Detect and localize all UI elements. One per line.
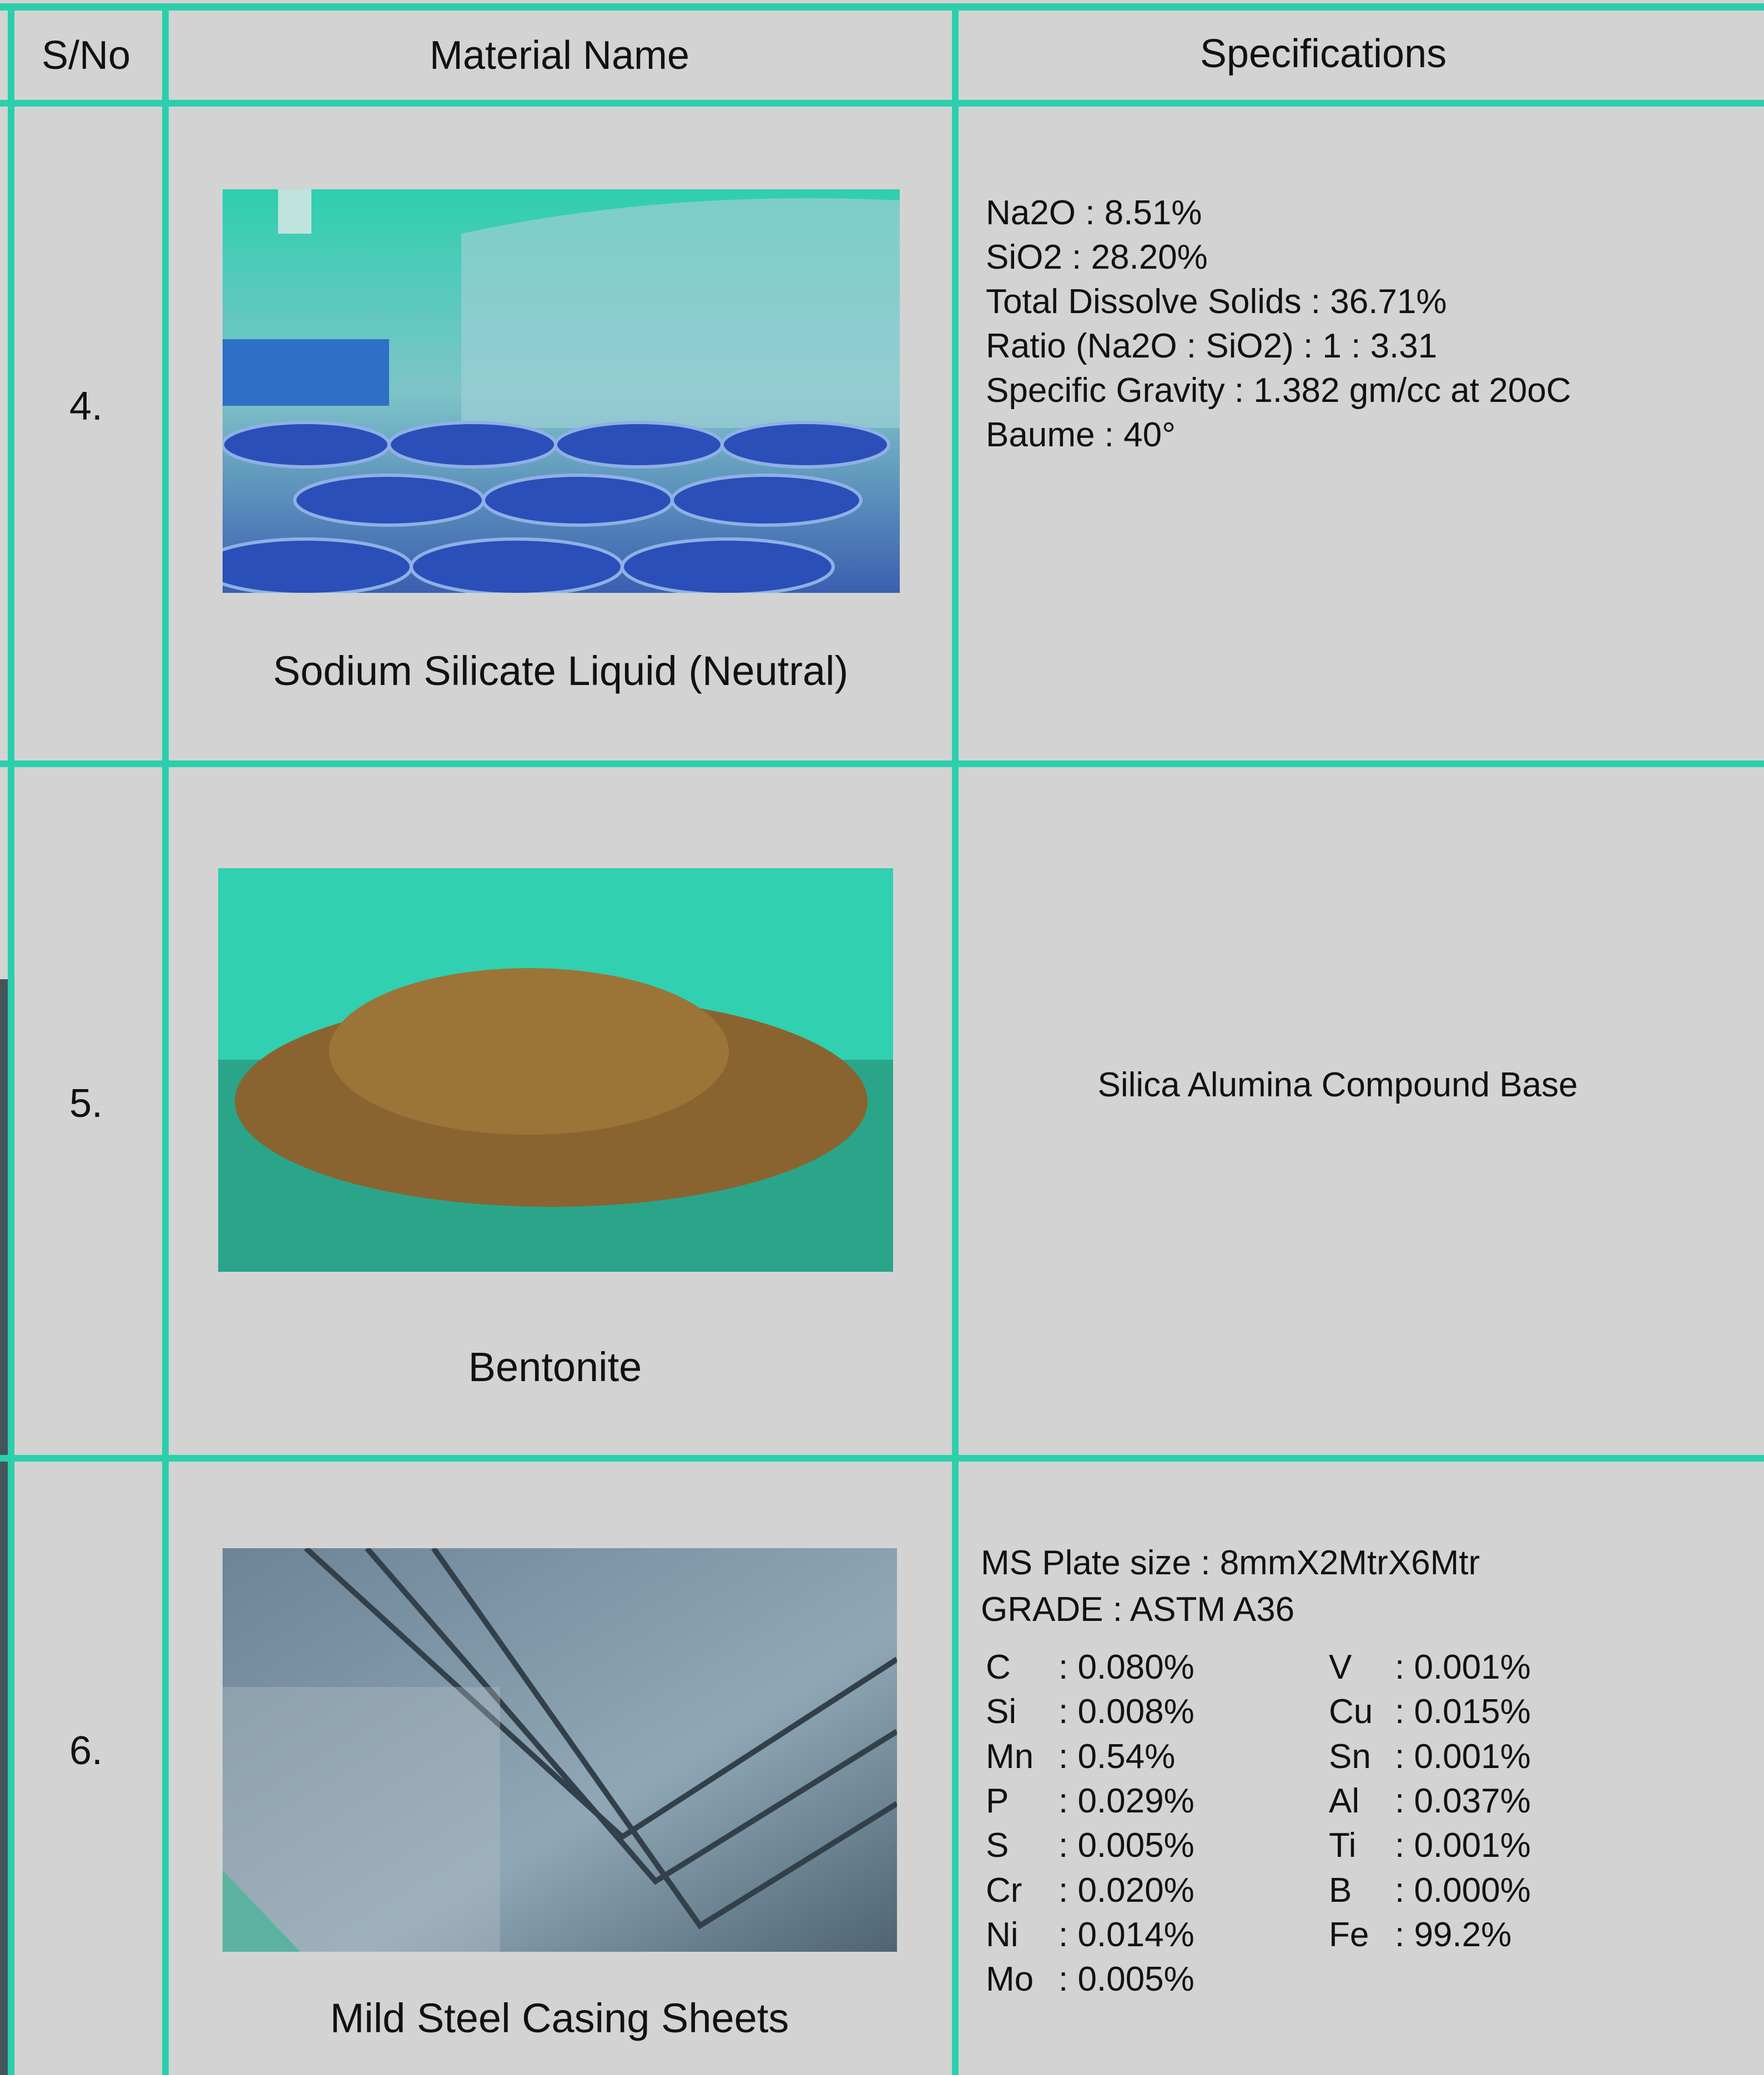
grid-line [8,3,14,2075]
element-name: S [986,1826,1009,1865]
spec-line: MS Plate size : 8mmX2MtrX6Mtr [981,1544,1480,1582]
product-image [223,189,900,593]
element-name: Sn [1329,1737,1371,1776]
element-name: Fe [1329,1915,1369,1954]
element-value: : 0.001% [1395,1737,1531,1776]
element-value: : 99.2% [1395,1915,1512,1954]
element-name: Ti [1329,1826,1357,1865]
spec-line: SiO2 : 28.20% [986,238,1208,276]
grid-line [162,3,169,2075]
element-name: Al [1329,1781,1360,1820]
spec-line: GRADE : ASTM A36 [981,1590,1295,1629]
header-cell: Specifications [1199,32,1447,76]
element-value: : 0.54% [1059,1737,1176,1776]
header-cell: S/No [41,33,131,78]
element-value: : 0.001% [1395,1648,1531,1686]
element-value: : 0.020% [1059,1871,1195,1910]
edge-strip [0,979,9,2075]
serial-number: 5. [69,1081,103,1126]
element-value: : 0.037% [1395,1781,1531,1820]
element-value: : 0.008% [1059,1693,1195,1731]
element-name: Mo [986,1960,1034,1999]
element-name: Mn [986,1737,1034,1776]
header-cell: Material Name [429,33,690,78]
spec-line: Total Dissolve Solids : 36.71% [986,283,1447,321]
element-name: Cr [986,1871,1022,1910]
element-name: P [986,1781,1009,1820]
element-value: : 0.000% [1395,1871,1531,1910]
element-value: : 0.005% [1059,1960,1195,1999]
element-value: : 0.029% [1059,1781,1195,1820]
element-value: : 0.005% [1059,1826,1195,1865]
grid-line [0,100,1764,107]
spec-line: Silica Alumina Compound Base [1097,1066,1578,1104]
serial-number: 6. [69,1729,103,1773]
element-name: Si [986,1693,1017,1731]
element-name: C [986,1648,1011,1686]
material-name: Sodium Silicate Liquid (Neutral) [273,648,849,694]
spec-line: Ratio (Na2O : SiO2) : 1 : 3.31 [986,327,1438,365]
material-name: Bentonite [468,1344,642,1390]
material-name: Mild Steel Casing Sheets [330,1995,789,2041]
element-name: B [1329,1871,1352,1910]
product-image [223,1548,897,1952]
element-value: : 0.014% [1059,1915,1195,1954]
element-name: V [1329,1648,1352,1686]
element-value: : 0.080% [1059,1648,1195,1686]
serial-number: 4. [69,384,103,429]
element-value: : 0.001% [1395,1826,1531,1865]
element-value: : 0.015% [1395,1693,1531,1731]
spec-line: Specific Gravity : 1.382 gm/cc at 20oC [986,371,1571,410]
grid-line [952,3,959,2075]
grid-line [0,761,1764,767]
spec-line: Na2O : 8.51% [986,194,1202,232]
element-name: Cu [1329,1693,1373,1731]
product-image [218,868,893,1272]
grid-line [0,1455,1764,1462]
grid-line [0,3,1764,11]
spec-line: Baume : 40° [986,416,1176,454]
element-name: Ni [986,1915,1019,1954]
